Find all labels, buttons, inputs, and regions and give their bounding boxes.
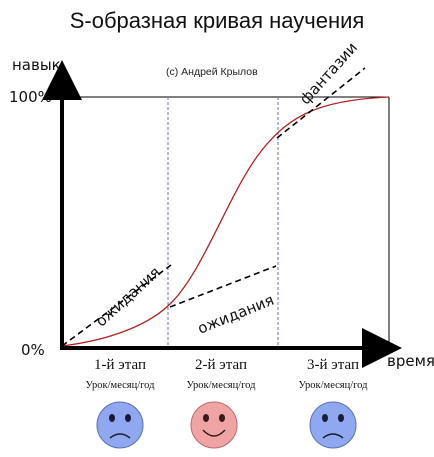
stage-1-label: 1-й этап bbox=[94, 357, 146, 373]
stage-3-face bbox=[309, 401, 357, 449]
copyright-text: (с) Андрей Крылов bbox=[166, 66, 258, 78]
y-axis-label: навык bbox=[12, 56, 61, 74]
stage-1-face bbox=[96, 401, 144, 449]
x-axis-label: время bbox=[387, 352, 434, 370]
stage-2-label: 2-й этап bbox=[195, 357, 247, 373]
stage-3-sub: Урок/месяц/год bbox=[298, 380, 368, 391]
diagram-title: S-образная кривая научения bbox=[69, 8, 365, 33]
expectations-tangent-1 bbox=[61, 264, 172, 347]
stage-2-sub: Урок/месяц/год bbox=[186, 380, 256, 391]
y-tick-100: 100% bbox=[9, 88, 52, 106]
y-tick-0: 0% bbox=[21, 341, 45, 359]
fantasies-tangent bbox=[276, 67, 366, 139]
stage-2-face bbox=[190, 401, 238, 449]
stage-3-label: 3-й этап bbox=[307, 357, 359, 373]
expectations-tangent-2 bbox=[169, 265, 277, 308]
stage-1-sub: Урок/месяц/год bbox=[85, 380, 155, 391]
